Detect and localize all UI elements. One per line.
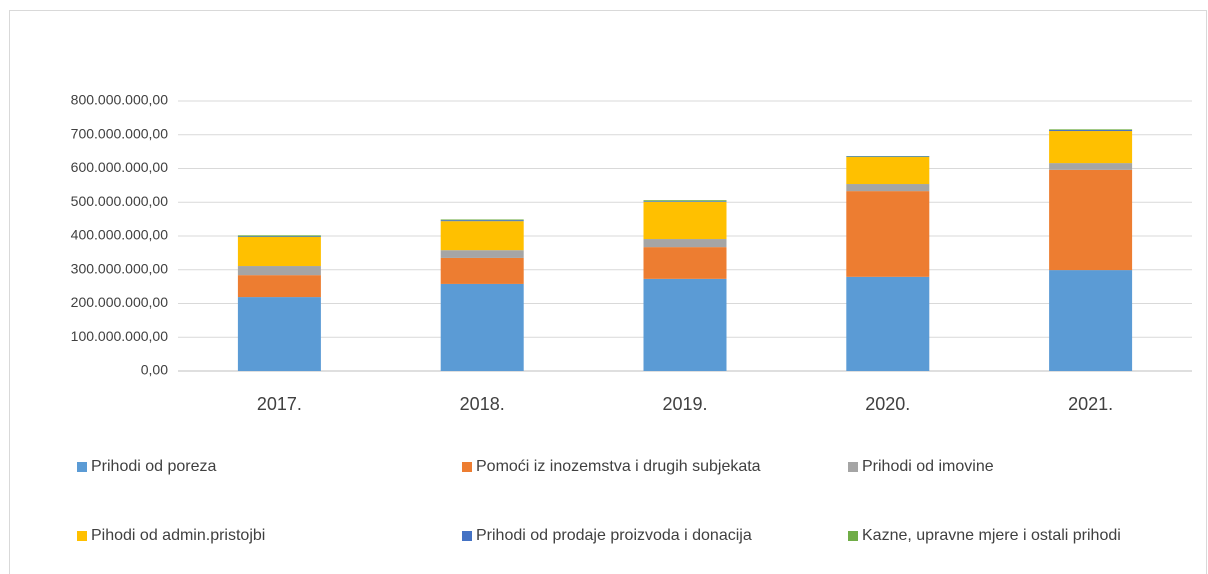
bar-segment [237, 297, 321, 371]
legend-swatch [77, 531, 87, 541]
legend-swatch [77, 462, 87, 472]
bar-segment [440, 219, 524, 221]
bar-segment [440, 283, 524, 371]
y-tick-label: 800.000.000,00 [71, 92, 169, 108]
bar-segment [237, 235, 321, 237]
x-tick-label: 2019. [662, 394, 707, 414]
x-tick-label: 2020. [865, 394, 910, 414]
bar-segment [237, 236, 321, 238]
bar-segment [643, 201, 727, 202]
bar-segment [237, 237, 321, 267]
y-tick-label: 600.000.000,00 [71, 159, 169, 175]
y-tick-label: 500.000.000,00 [71, 193, 169, 209]
chart-frame [9, 10, 1207, 574]
y-tick-label: 0,00 [141, 362, 168, 378]
legend-label: Prihodi od prodaje proizvoda i donacija [476, 527, 752, 544]
legend-swatch [462, 462, 472, 472]
legend-label: Prihodi od poreza [91, 458, 217, 475]
legend-label: Prihodi od imovine [862, 458, 994, 475]
bar-segment [1049, 131, 1133, 164]
bar-segment [1049, 169, 1133, 271]
bar-segment [440, 257, 524, 284]
bar-segment [1049, 270, 1133, 371]
bar-segment [846, 191, 930, 277]
legend-label: Pihodi od admin.pristojbi [91, 527, 265, 544]
bar-segment [237, 275, 321, 298]
y-tick-label: 400.000.000,00 [71, 227, 169, 243]
legend-swatch [848, 462, 858, 472]
bar-segment [440, 250, 524, 258]
bar-segment [1049, 129, 1133, 131]
bar-segment [643, 278, 727, 371]
x-tick-label: 2021. [1068, 394, 1113, 414]
bar-segment [1049, 130, 1133, 132]
bar-segment [440, 221, 524, 251]
bar-segment [643, 239, 727, 248]
y-tick-label: 300.000.000,00 [71, 260, 169, 276]
legend-label: Kazne, upravne mjere i ostali prihodi [862, 527, 1121, 544]
y-tick-label: 700.000.000,00 [71, 125, 169, 141]
bar-segment [643, 200, 727, 202]
bar-segment [643, 201, 727, 240]
legend-label: Pomoći iz inozemstva i drugih subjekata [476, 458, 761, 475]
legend-swatch [462, 531, 472, 541]
bar-segment [1049, 163, 1133, 170]
legend-swatch [848, 531, 858, 541]
bar-segment [846, 184, 930, 192]
bar-segment [846, 276, 930, 371]
x-tick-label: 2017. [257, 394, 302, 414]
bar-segment [846, 156, 930, 158]
y-tick-label: 200.000.000,00 [71, 294, 169, 310]
bar-segment [643, 247, 727, 279]
y-tick-label: 100.000.000,00 [71, 328, 169, 344]
x-tick-label: 2018. [460, 394, 505, 414]
bar-segment [846, 157, 930, 185]
bar-segment [237, 266, 321, 276]
bar-segment [440, 220, 524, 222]
